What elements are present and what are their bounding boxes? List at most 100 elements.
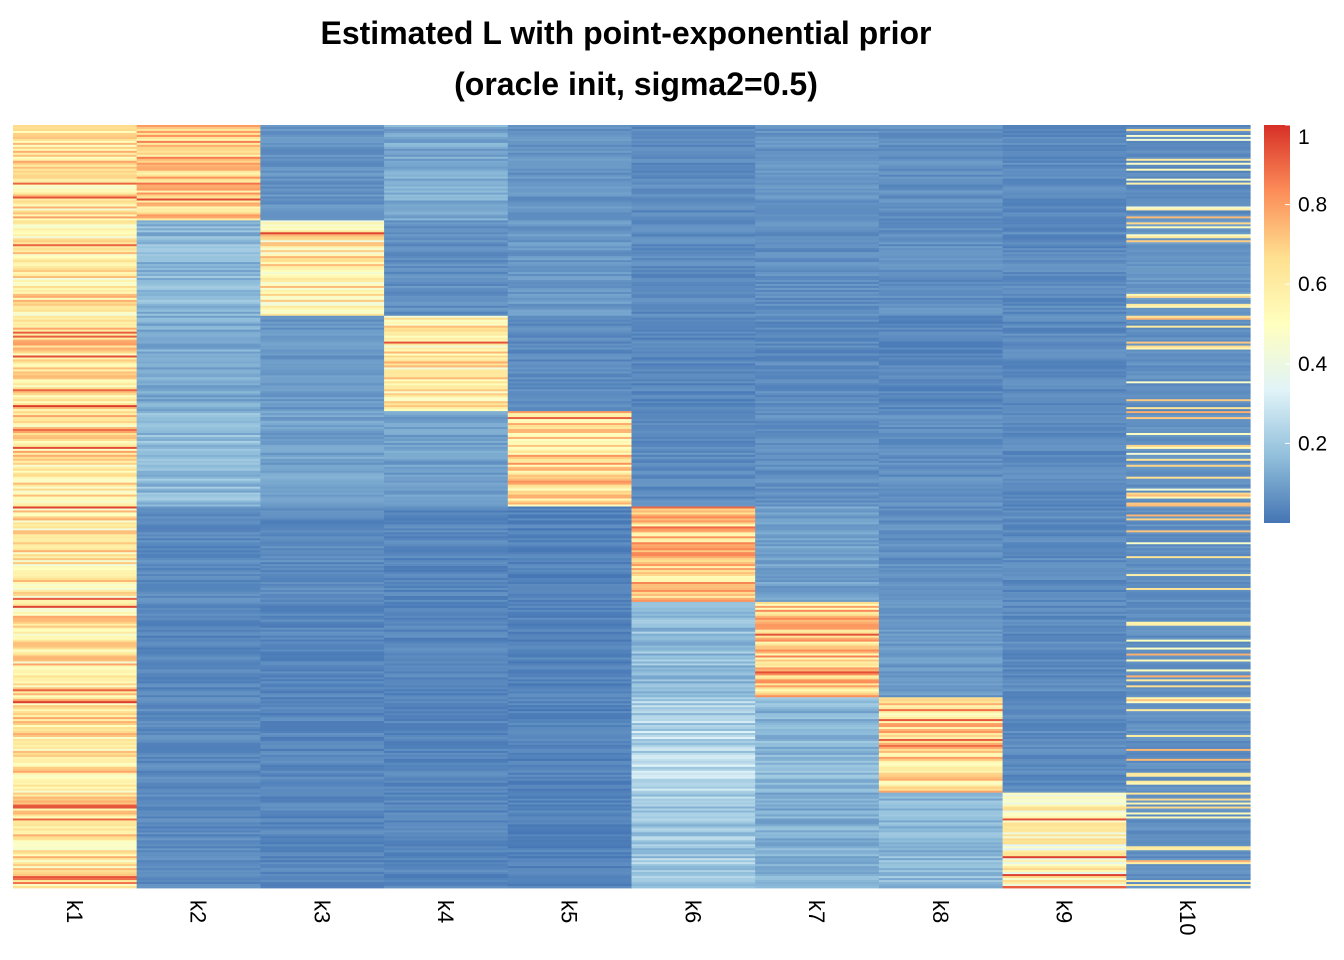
heatmap-cell (507, 534, 633, 537)
heatmap-cell (384, 357, 509, 360)
heatmap-cell (631, 814, 756, 817)
heatmap-cell (13, 641, 138, 644)
heatmap-cell (755, 673, 880, 676)
heatmap-cell (878, 190, 1004, 193)
heatmap-cell (755, 844, 880, 847)
heatmap-cell (384, 858, 509, 861)
heatmap-cell (507, 434, 633, 438)
heatmap-cell (631, 331, 756, 335)
heatmap-cell (384, 200, 509, 203)
heatmap-cell (878, 649, 1004, 652)
heatmap-cell (260, 206, 385, 209)
heatmap-cell (1002, 206, 1127, 209)
heatmap-cell (384, 574, 509, 577)
heatmap-cell (260, 876, 385, 879)
heatmap-cell (631, 742, 756, 746)
heatmap-cell (631, 248, 756, 251)
heatmap-cell (13, 856, 138, 859)
heatmap-cell (1126, 198, 1251, 201)
heatmap-cell (878, 627, 1004, 631)
heatmap-cell (755, 132, 880, 136)
heatmap-cell (507, 349, 633, 352)
heatmap-cell (136, 786, 261, 790)
heatmap-cell (1126, 440, 1251, 444)
heatmap-cell (13, 230, 138, 233)
heatmap-cell (507, 254, 633, 257)
heatmap-cell (1002, 454, 1127, 458)
heatmap-cell (13, 691, 138, 694)
heatmap-cell (13, 283, 138, 287)
heatmap-cell (1002, 287, 1127, 291)
heatmap-cell (260, 526, 385, 529)
heatmap-cell (384, 703, 509, 706)
heatmap-cell (507, 617, 633, 621)
heatmap-cell (1002, 599, 1127, 603)
heatmap-cell (136, 357, 261, 360)
heatmap-cell (136, 514, 261, 517)
heatmap-cell (507, 587, 633, 591)
heatmap-cell (384, 446, 509, 450)
heatmap-cell (260, 500, 385, 503)
heatmap-cell (13, 878, 138, 881)
heatmap-cell (631, 705, 756, 708)
heatmap-cell (136, 532, 261, 535)
heatmap-cell (631, 762, 756, 766)
heatmap-cell (384, 160, 509, 164)
heatmap-cell (507, 858, 633, 861)
heatmap-cell (878, 232, 1004, 235)
heatmap-cell (878, 206, 1004, 209)
heatmap-cell (755, 609, 880, 613)
heatmap-cell (1002, 512, 1127, 515)
heatmap-cell (1002, 303, 1127, 307)
heatmap-cell (1002, 154, 1127, 158)
heatmap-cell (136, 570, 261, 573)
heatmap-cell (384, 764, 509, 768)
heatmap-cell (13, 635, 138, 639)
heatmap-cell (755, 252, 880, 255)
heatmap-cell (1002, 200, 1127, 203)
heatmap-cell (1002, 236, 1127, 239)
heatmap-cell (13, 146, 138, 150)
heatmap-cell (507, 530, 633, 533)
heatmap-cell (260, 276, 385, 279)
heatmap-cell (136, 876, 261, 879)
heatmap-cell (13, 784, 138, 788)
heatmap-cell (136, 502, 261, 505)
heatmap-cell (1002, 272, 1127, 275)
heatmap-cell (260, 591, 385, 595)
heatmap-cell (1126, 134, 1251, 138)
heatmap-cell (1126, 383, 1251, 386)
heatmap-cell (260, 697, 385, 700)
heatmap-cell (136, 629, 261, 633)
heatmap-cell (260, 144, 385, 148)
heatmap-cell (507, 281, 633, 285)
heatmap-cell (1126, 762, 1251, 766)
heatmap-cell (384, 272, 509, 275)
heatmap-cell (260, 440, 385, 444)
heatmap-cell (631, 339, 756, 342)
heatmap-cell (1126, 506, 1251, 509)
heatmap-cell (878, 136, 1004, 140)
heatmap-cell (507, 454, 633, 458)
heatmap-cell (878, 266, 1004, 269)
heatmap-cell (1002, 246, 1127, 249)
heatmap-cell (631, 357, 756, 360)
heatmap-cell (878, 854, 1004, 857)
heatmap-cell (631, 609, 756, 613)
heatmap-cell (260, 429, 385, 432)
heatmap-cell (1002, 198, 1127, 201)
heatmap-cell (755, 419, 880, 422)
heatmap-cell (1002, 661, 1127, 664)
heatmap-cell (1002, 542, 1127, 545)
heatmap-cell (384, 345, 509, 348)
heatmap-cell (260, 397, 385, 400)
heatmap-cell (13, 436, 138, 440)
heatmap-cell (136, 685, 261, 688)
heatmap-cell (1126, 568, 1251, 571)
heatmap-cell (631, 568, 756, 571)
heatmap-cell (507, 379, 633, 382)
heatmap-cell (755, 633, 880, 637)
heatmap-cell (136, 170, 261, 174)
heatmap-cell (1002, 772, 1127, 776)
heatmap-cell (755, 558, 880, 561)
